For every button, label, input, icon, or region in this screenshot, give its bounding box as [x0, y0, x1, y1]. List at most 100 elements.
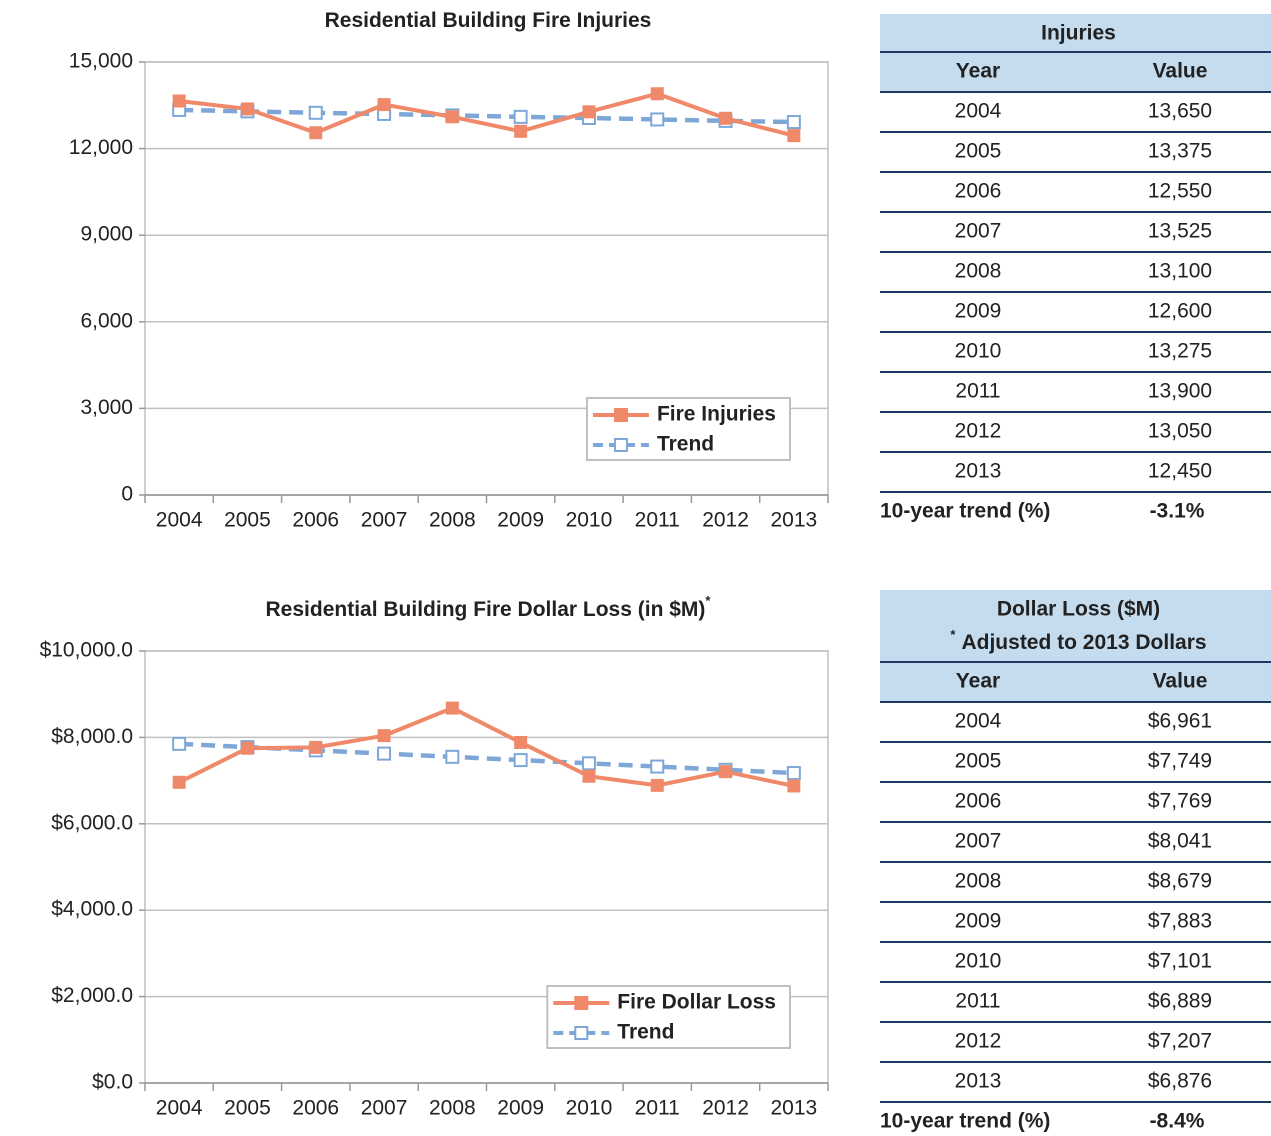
- y-tick-label: $4,000.0: [51, 898, 133, 921]
- marker: [308, 105, 323, 120]
- table-cell: $7,769: [1148, 790, 1212, 813]
- x-tick-label: 2013: [770, 1097, 817, 1120]
- note-text: Adjusted to 2013 Dollars: [961, 631, 1206, 654]
- table-cell: 2010: [955, 950, 1002, 973]
- table-cell: 2006: [955, 180, 1002, 203]
- x-tick-label: 2005: [224, 509, 271, 532]
- table-footer-label: 10-year trend (%): [880, 500, 1050, 523]
- table-cell: $6,889: [1148, 990, 1212, 1013]
- x-tick-label: 2011: [635, 1097, 680, 1120]
- series-line: [178, 705, 795, 788]
- table-cell: 13,100: [1148, 260, 1212, 283]
- marker: [377, 729, 391, 743]
- marker: [513, 109, 528, 124]
- y-tick-label: $2,000.0: [51, 984, 133, 1007]
- marker: [172, 94, 186, 108]
- table-title: Injuries: [1041, 22, 1116, 45]
- table-cell: 2005: [955, 140, 1002, 163]
- table-cell: 2012: [955, 1030, 1002, 1053]
- column-header: Value: [1153, 670, 1208, 693]
- legend: Fire Dollar Loss Trend: [546, 985, 791, 1049]
- table-cell: 2008: [955, 870, 1002, 893]
- marker: [650, 87, 664, 101]
- title-text: Residential Building Fire Injuries: [325, 9, 652, 32]
- x-tick-label: 2012: [702, 509, 749, 532]
- table-cell: 2009: [955, 910, 1002, 933]
- marker: [786, 115, 801, 130]
- x-tick-label: 2012: [702, 1097, 749, 1120]
- y-tick-label: 15,000: [69, 50, 133, 73]
- marker: [582, 769, 596, 783]
- x-tick-label: 2008: [429, 1097, 476, 1120]
- column-header: Value: [1153, 60, 1208, 83]
- table-cell: 2013: [955, 460, 1002, 483]
- x-tick-label: 2004: [156, 1097, 203, 1120]
- table-cell: 13,525: [1148, 220, 1212, 243]
- table-cell: $7,101: [1148, 950, 1212, 973]
- table-cell: $7,207: [1148, 1030, 1212, 1053]
- title-note: *: [705, 593, 711, 608]
- x-tick-label: 2009: [497, 509, 544, 532]
- x-tick-label: 2011: [635, 509, 680, 532]
- table-cell: 13,275: [1148, 340, 1212, 363]
- table-cell: 2010: [955, 340, 1002, 363]
- y-tick-label: 6,000: [80, 309, 133, 332]
- marker: [719, 765, 733, 779]
- table-cell: 2006: [955, 790, 1002, 813]
- x-tick-label: 2013: [770, 509, 817, 532]
- y-tick-label: 3,000: [80, 396, 133, 419]
- y-tick-label: $6,000.0: [51, 811, 133, 834]
- series-line: [179, 107, 794, 125]
- y-tick-label: 12,000: [69, 136, 133, 159]
- legend-marker: [613, 438, 628, 452]
- note-mark: *: [950, 627, 956, 642]
- table-cell: $6,961: [1148, 710, 1212, 733]
- marker: [719, 111, 733, 125]
- y-tick-label: $10,000.0: [40, 639, 133, 662]
- series-line: [178, 91, 795, 138]
- marker: [172, 775, 186, 789]
- table-cell: $8,679: [1148, 870, 1212, 893]
- legend: Fire Injuries Trend: [585, 397, 791, 461]
- table-note: * Adjusted to 2013 Dollars: [950, 627, 1206, 653]
- x-tick-label: 2006: [292, 1097, 339, 1120]
- table-footer-value: -3.1%: [1150, 500, 1205, 523]
- marker: [514, 735, 528, 749]
- table-cell: 2004: [955, 100, 1002, 123]
- table-cell: 2007: [955, 220, 1002, 243]
- marker: [786, 766, 801, 781]
- chart-title: Residential Building Fire Dollar Loss (i…: [266, 593, 712, 620]
- x-tick-label: 2004: [156, 509, 203, 532]
- table-cell: 13,900: [1148, 380, 1212, 403]
- table-header-bg: [880, 590, 1271, 702]
- x-tick-label: 2006: [292, 509, 339, 532]
- marker: [650, 112, 665, 127]
- table-cell: 2005: [955, 750, 1002, 773]
- legend-marker: [613, 408, 628, 422]
- table-cell: 2011: [955, 380, 1000, 403]
- marker: [445, 701, 459, 715]
- marker: [240, 102, 254, 116]
- table-cell: 13,650: [1148, 100, 1212, 123]
- marker: [582, 105, 596, 119]
- y-tick-label: $8,000.0: [51, 725, 133, 748]
- table-cell: 2008: [955, 260, 1002, 283]
- legend-label: Trend: [617, 1021, 674, 1044]
- table-cell: $7,883: [1148, 910, 1212, 933]
- x-tick-label: 2007: [361, 1097, 408, 1120]
- table-cell: 2009: [955, 300, 1002, 323]
- column-header: Year: [956, 60, 1000, 83]
- table-cell: 2011: [955, 990, 1000, 1013]
- legend-marker: [574, 996, 589, 1010]
- table-cell: 12,550: [1148, 180, 1212, 203]
- marker: [309, 740, 323, 754]
- marker: [787, 779, 801, 793]
- table-cell: 2012: [955, 420, 1002, 443]
- marker: [514, 124, 528, 138]
- x-tick-label: 2010: [566, 1097, 613, 1120]
- x-tick-label: 2009: [497, 1097, 544, 1120]
- x-tick-label: 2005: [224, 1097, 271, 1120]
- marker: [650, 759, 665, 774]
- table-cell: 13,375: [1148, 140, 1212, 163]
